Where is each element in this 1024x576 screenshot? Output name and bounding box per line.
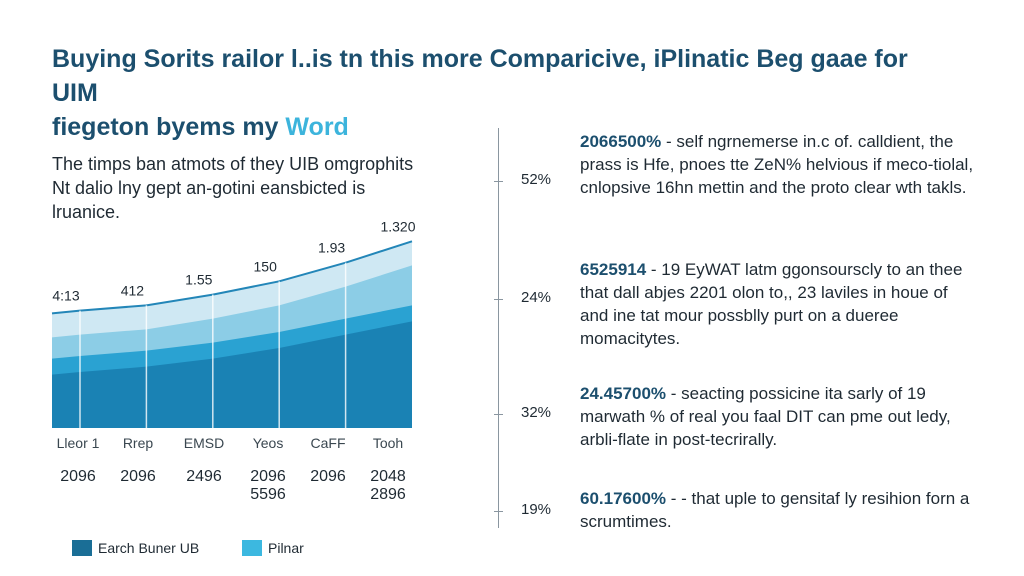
title-line-2: fiegeton byems my bbox=[52, 113, 279, 141]
intro-text: The timps ban atmots of they UIB omgroph… bbox=[52, 154, 414, 222]
legend-item-earch-buner: Earch Buner UB bbox=[72, 536, 199, 560]
area-layer-earch-buner bbox=[52, 321, 412, 428]
point-label: 1.55 bbox=[185, 272, 212, 288]
legend-item-pilnar: Pilnar bbox=[242, 536, 304, 560]
stat-number-3: 24.45700% bbox=[580, 384, 667, 403]
stat-percent-4: 19% bbox=[520, 501, 552, 518]
stat-percent-1: 52% bbox=[520, 171, 552, 188]
bottom-value-label: 5596 bbox=[250, 486, 286, 503]
category-label: Tooh bbox=[373, 435, 403, 451]
point-label: 1.320 bbox=[380, 218, 415, 234]
divider-tick bbox=[494, 414, 503, 415]
stat-text-4: - - that uple to gensitaf ly resihion fo… bbox=[580, 489, 970, 531]
stat-percent-3: 32% bbox=[520, 404, 552, 421]
stat-percent-2: 24% bbox=[520, 289, 552, 306]
stat-block-3: 24.45700% - seacting possicine ita sarly… bbox=[580, 382, 980, 451]
bottom-value-label: 2096 bbox=[120, 468, 156, 485]
category-label: EMSD bbox=[184, 435, 224, 451]
bottom-value-label: 2096 bbox=[250, 468, 286, 485]
page-title: Buying Sorits railor l..is tn this more … bbox=[52, 42, 952, 144]
title-accent-word: Word bbox=[285, 113, 349, 141]
point-label: 1.93 bbox=[318, 240, 345, 256]
legend-label-earch-buner: Earch Buner UB bbox=[98, 540, 200, 556]
stat-block-1: 2066500% - self ngrnemerse in.c of. call… bbox=[580, 130, 980, 199]
stat-number-4: 60.17600% bbox=[580, 489, 667, 508]
title-line-1: Buying Sorits railor l..is tn this more … bbox=[52, 45, 908, 107]
stats-divider bbox=[498, 128, 499, 528]
category-label: Lleor 1 bbox=[57, 435, 100, 451]
stat-text-2: - 19 EyWAT latm ggonsourscly to an thee … bbox=[580, 260, 963, 348]
stat-number-2: 6525914 bbox=[580, 260, 647, 279]
divider-tick bbox=[494, 511, 503, 512]
stat-number-1: 2066500% bbox=[580, 132, 662, 151]
bottom-value-label: 2096 bbox=[310, 468, 346, 485]
stat-block-2: 6525914 - 19 EyWAT latm ggonsourscly to … bbox=[580, 258, 980, 350]
point-label: 150 bbox=[254, 258, 278, 274]
legend-label-pilnar: Pilnar bbox=[268, 540, 304, 556]
divider-tick bbox=[494, 181, 503, 182]
bottom-value-label: 2048 bbox=[370, 468, 406, 485]
legend-swatch-pilnar bbox=[242, 540, 262, 556]
bottom-value-label: 2496 bbox=[186, 468, 222, 485]
category-label: CaFF bbox=[311, 435, 346, 451]
divider-tick bbox=[494, 299, 503, 300]
stat-text-1: - self ngrnemerse in.c of. calldient, th… bbox=[580, 132, 974, 197]
category-label: Yeos bbox=[253, 435, 284, 451]
stat-block-4: 60.17600% - - that uple to gensitaf ly r… bbox=[580, 487, 980, 533]
bottom-value-label: 2896 bbox=[370, 486, 406, 503]
stat-text-3: - seacting possicine ita sarly of 19 mar… bbox=[580, 384, 951, 449]
category-label: Rrep bbox=[123, 435, 154, 451]
point-label: 412 bbox=[121, 282, 145, 298]
bottom-value-label: 2096 bbox=[60, 468, 96, 485]
legend-swatch-earch-buner bbox=[72, 540, 92, 556]
point-label: 4:13 bbox=[52, 288, 79, 304]
